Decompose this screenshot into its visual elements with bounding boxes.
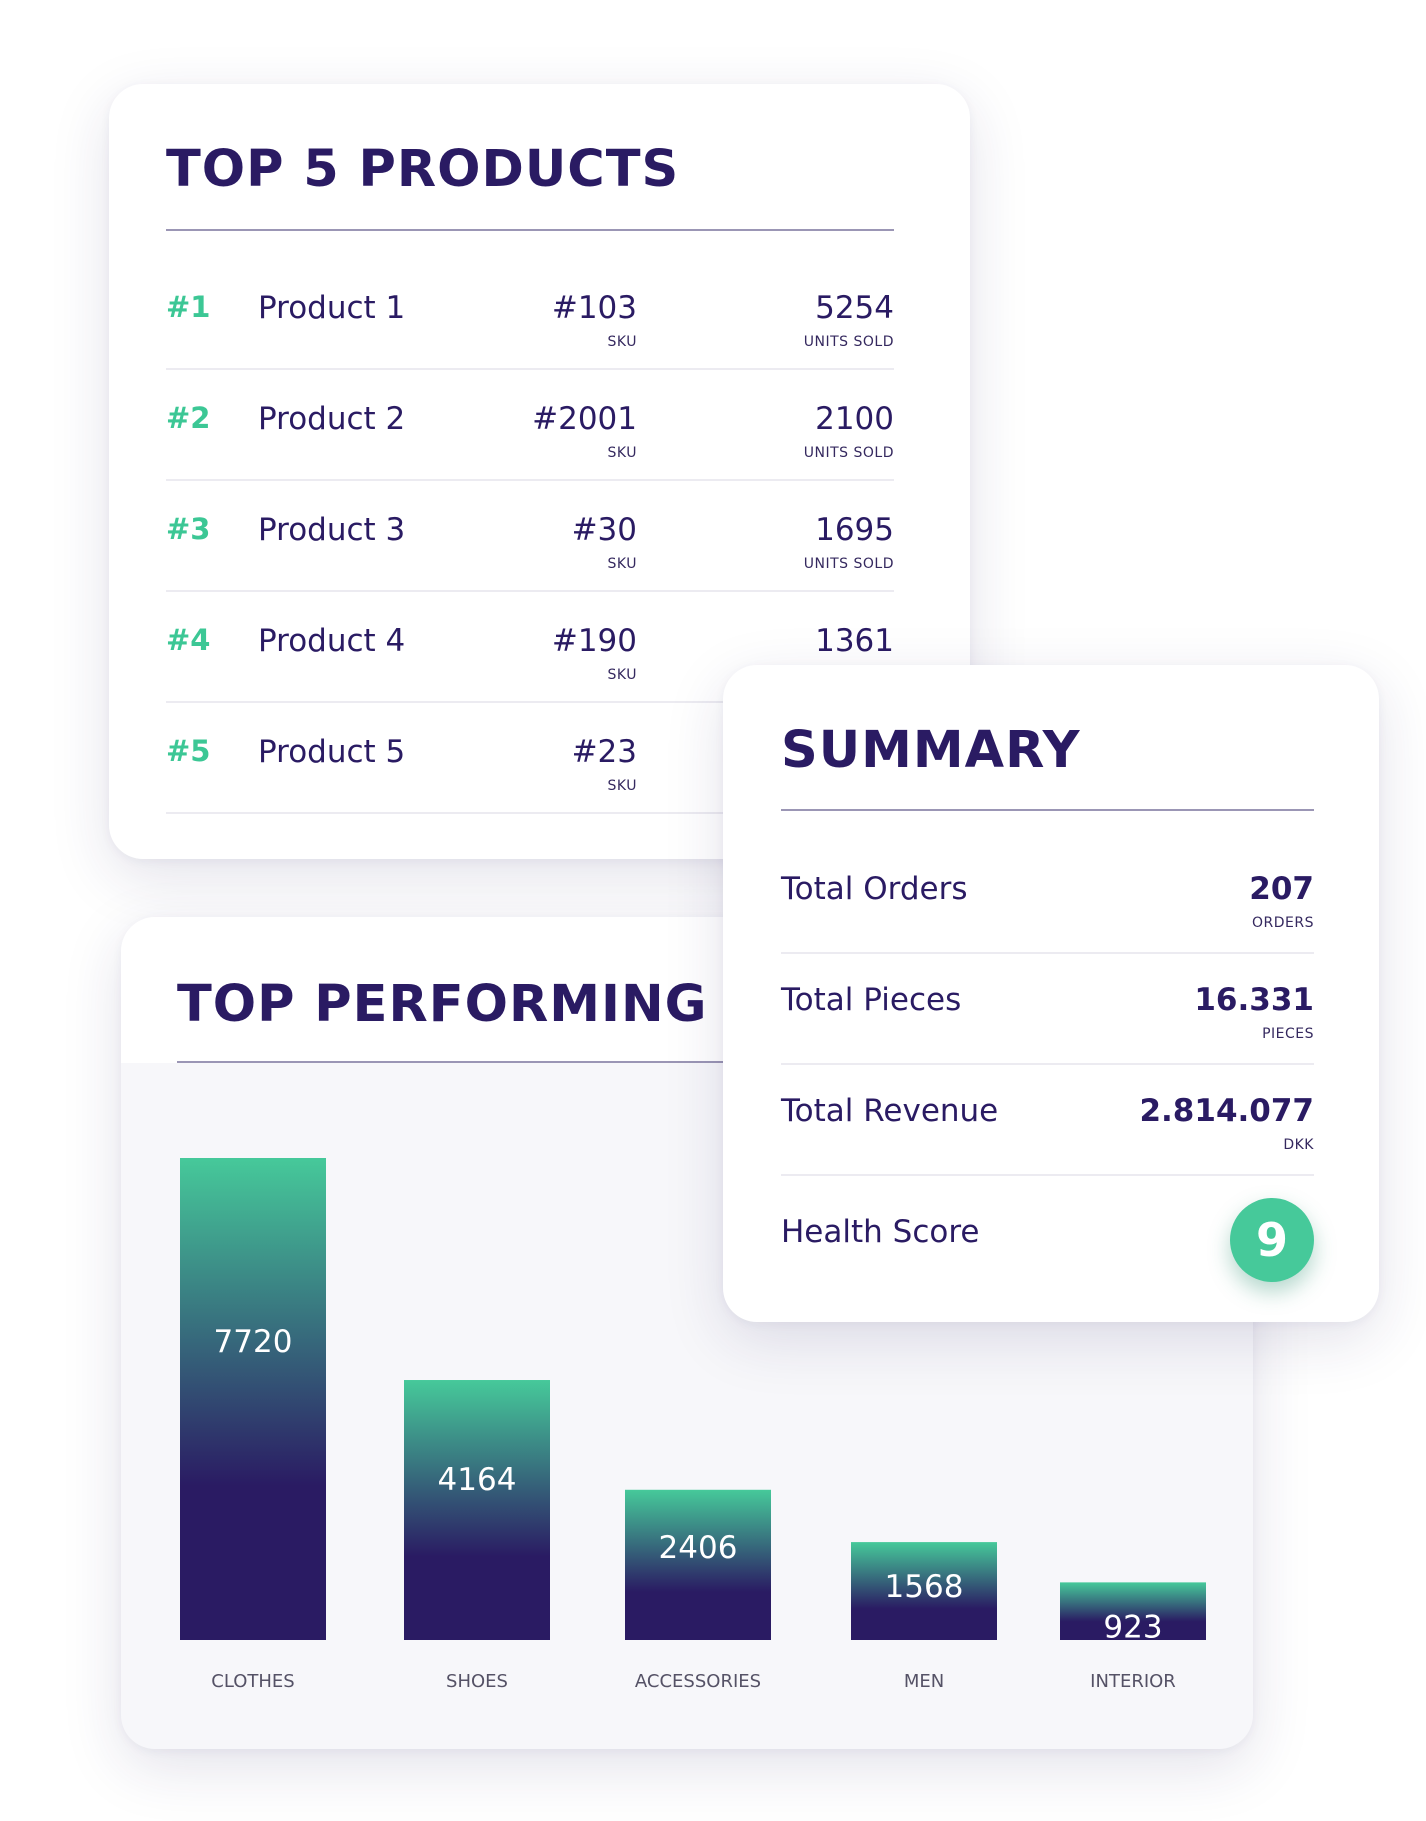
product-units-sold: 1695	[815, 512, 894, 548]
row-divider	[781, 1174, 1314, 1176]
health-score-label: Health Score	[781, 1214, 980, 1250]
product-sku: #2001	[532, 401, 637, 437]
title-divider	[177, 1061, 857, 1063]
product-row[interactable]: #5 Product 5 #23 SKU	[166, 704, 894, 815]
top-products-title: TOP 5 PRODUCTS	[166, 140, 680, 199]
total-revenue-caption: DKK	[1283, 1137, 1314, 1153]
row-divider	[166, 479, 894, 481]
product-units-sold: 5254	[815, 290, 894, 326]
row-divider	[166, 590, 894, 592]
bar-interior	[1060, 1582, 1206, 1640]
summary-card: SUMMARY Total Orders 207 ORDERS Total Pi…	[723, 665, 1379, 1322]
row-divider	[781, 1063, 1314, 1065]
sku-caption: SKU	[607, 445, 637, 461]
units-sold-caption: UNITS SOLD	[803, 556, 894, 572]
sku-caption: SKU	[607, 667, 637, 683]
product-rank: #2	[166, 401, 211, 435]
total-orders-value: 207	[1249, 871, 1314, 907]
category-bar-chart: 7720 CLOTHES 4164 SHOES 2406 ACCESSORIES 1568 M…	[180, 1158, 1206, 1692]
product-name: Product 5	[258, 734, 406, 770]
product-rank: #4	[166, 623, 211, 657]
product-sku: #103	[551, 290, 637, 326]
product-sku: #190	[551, 623, 637, 659]
units-sold-caption: UNITS SOLD	[803, 334, 894, 350]
product-name: Product 1	[258, 290, 406, 326]
title-divider	[781, 809, 1314, 811]
product-row[interactable]: #2 Product 2 #2001 SKU 2100 UNITS SOLD	[166, 371, 894, 482]
row-divider	[166, 812, 894, 814]
bar-shoes	[404, 1380, 550, 1640]
product-rank: #1	[166, 290, 211, 324]
category-label: INTERIOR	[1090, 1671, 1176, 1692]
bar-value-label: 923	[1103, 1609, 1162, 1645]
category-label: SHOES	[446, 1671, 508, 1692]
bar-clothes	[180, 1158, 326, 1640]
product-name: Product 4	[258, 623, 406, 659]
bar-value-label: 7720	[214, 1324, 293, 1360]
category-label: MEN	[904, 1671, 944, 1692]
total-pieces-row: Total Pieces 16.331 PIECES	[781, 954, 1314, 1065]
title-divider	[166, 229, 894, 231]
bar-value-label: 4164	[438, 1462, 517, 1498]
bar-accessories	[625, 1489, 771, 1640]
row-divider	[166, 701, 894, 703]
product-name: Product 2	[258, 401, 406, 437]
top-products-card: TOP 5 PRODUCTS #1 Product 1 #103 SKU 525…	[109, 84, 970, 859]
total-orders-row: Total Orders 207 ORDERS	[781, 843, 1314, 954]
health-score-badge: 9	[1230, 1198, 1314, 1282]
row-divider	[166, 368, 894, 370]
product-row[interactable]: #3 Product 3 #30 SKU 1695 UNITS SOLD	[166, 482, 894, 593]
total-orders-label: Total Orders	[781, 871, 968, 907]
units-sold-caption: UNITS SOLD	[803, 445, 894, 461]
category-label: ACCESSORIES	[635, 1671, 761, 1692]
bar-value-label: 1568	[885, 1569, 964, 1605]
health-score-row: Health Score 9	[781, 1188, 1314, 1299]
product-row[interactable]: #1 Product 1 #103 SKU 5254 UNITS SOLD	[166, 260, 894, 371]
category-label: CLOTHES	[211, 1671, 294, 1692]
summary-title: SUMMARY	[781, 721, 1081, 780]
sku-caption: SKU	[607, 778, 637, 794]
product-units-sold: 2100	[815, 401, 894, 437]
bar-men	[851, 1542, 997, 1640]
total-pieces-value: 16.331	[1194, 982, 1314, 1018]
total-pieces-label: Total Pieces	[781, 982, 962, 1018]
row-divider	[781, 952, 1314, 954]
total-pieces-caption: PIECES	[1262, 1026, 1314, 1042]
product-rank: #5	[166, 734, 211, 768]
total-revenue-value: 2.814.077	[1139, 1093, 1314, 1129]
product-units-sold: 1361	[815, 623, 894, 659]
total-orders-caption: ORDERS	[1252, 915, 1314, 931]
product-sku: #23	[571, 734, 637, 770]
product-sku: #30	[571, 512, 637, 548]
product-rank: #3	[166, 512, 211, 546]
sku-caption: SKU	[607, 334, 637, 350]
sku-caption: SKU	[607, 556, 637, 572]
bar-value-label: 2406	[659, 1530, 738, 1566]
total-revenue-label: Total Revenue	[781, 1093, 999, 1129]
product-name: Product 3	[258, 512, 406, 548]
total-revenue-row: Total Revenue 2.814.077 DKK	[781, 1065, 1314, 1176]
